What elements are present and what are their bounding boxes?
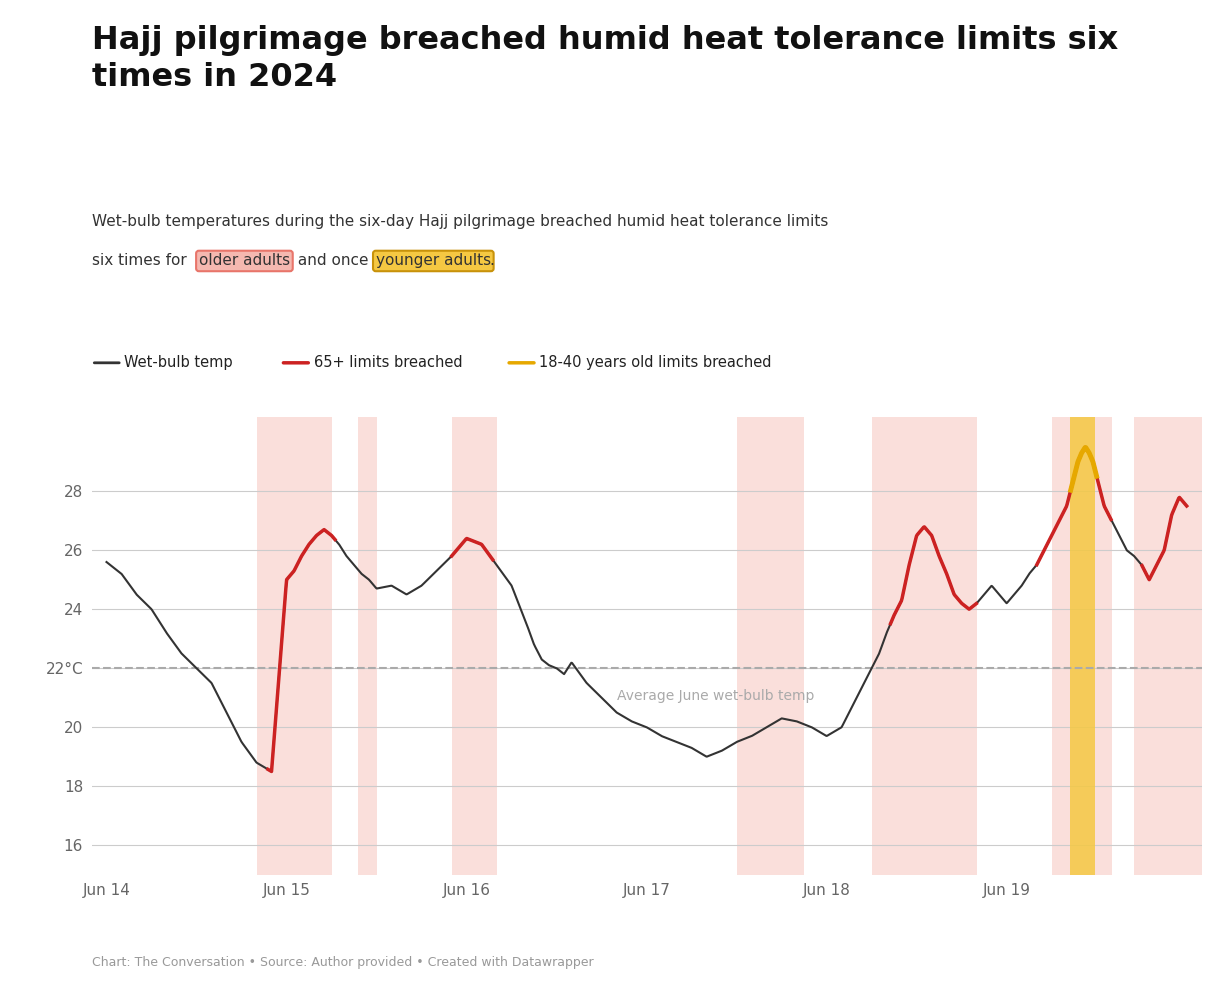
Bar [451, 417, 497, 875]
Bar [1135, 417, 1202, 875]
Bar [1052, 417, 1111, 875]
Bar [357, 417, 377, 875]
Text: .: . [489, 253, 494, 268]
Text: Wet-bulb temp: Wet-bulb temp [124, 355, 233, 371]
Text: Average June wet-bulb temp: Average June wet-bulb temp [616, 689, 814, 703]
Bar [737, 417, 804, 875]
Text: older adults: older adults [199, 253, 290, 268]
Text: six times for: six times for [92, 253, 192, 268]
Text: younger adults: younger adults [376, 253, 490, 268]
Text: Chart: The Conversation • Source: Author provided • Created with Datawrapper: Chart: The Conversation • Source: Author… [92, 956, 593, 969]
Text: Hajj pilgrimage breached humid heat tolerance limits six
times in 2024: Hajj pilgrimage breached humid heat tole… [92, 25, 1118, 92]
Bar [871, 417, 977, 875]
Text: 65+ limits breached: 65+ limits breached [314, 355, 462, 371]
Text: and once for: and once for [293, 253, 399, 268]
Text: Wet-bulb temperatures during the six-day Hajj pilgrimage breached humid heat tol: Wet-bulb temperatures during the six-day… [92, 214, 828, 229]
Bar [1070, 417, 1096, 875]
Text: 18-40 years old limits breached: 18-40 years old limits breached [539, 355, 772, 371]
Bar [256, 417, 332, 875]
